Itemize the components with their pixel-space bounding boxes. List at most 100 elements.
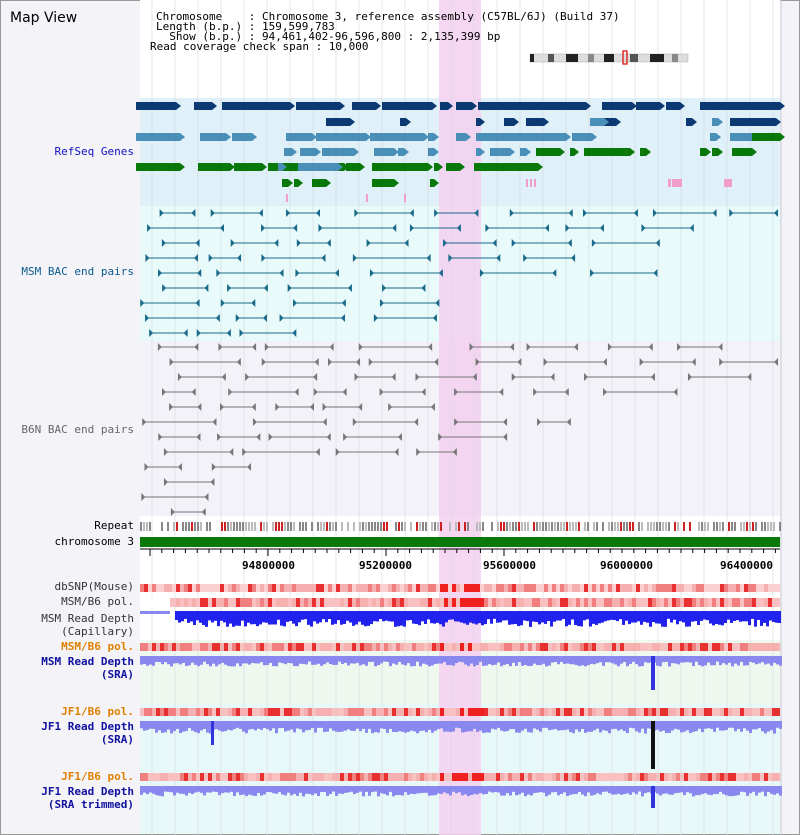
dbsnp-cell [204,584,208,592]
b6n-bac-pair-end [252,418,257,426]
label-capillary: (Capillary) [61,625,134,638]
label-b6n-bac[interactable]: B6N BAC end pairs [21,423,134,436]
jf1-pol-cell [500,708,504,716]
jf1-trimmed-depth-bar [356,786,359,793]
msm-pol-cell [684,643,688,651]
jf1-sra-depth-bar [593,721,596,731]
refseq-gene-arrow [718,148,723,156]
msm-pol-cell [360,598,364,607]
label-msm-b6-pol-2[interactable]: MSM/B6 pol. [61,640,134,653]
jf1-sra-depth-bar [581,721,584,729]
jf1-pol-cell [592,773,596,781]
b6n-bac-pair-end [315,448,320,456]
dbsnp-cell [564,584,568,592]
label-jf1-depth-sra[interactable]: JF1 Read Depth [41,720,134,733]
jf1-pol-cell [568,773,572,781]
jf1-sra-depth-bar [284,721,287,732]
capillary-depth-bar [211,611,214,623]
msm-sra-depth-bar [407,656,410,664]
msm-bac-pair-end [161,239,166,247]
capillary-depth-bar [265,611,268,623]
msm-sra-depth-bar [245,656,248,664]
jf1-pol-cell [548,708,552,716]
capillary-depth-bar [556,611,559,621]
msm-bac-pair-end [434,209,439,217]
jf1-pol-cell [188,773,192,781]
jf1-trimmed-depth-bar [548,786,551,795]
dbsnp-cell [252,584,256,592]
msm-sra-depth-bar [254,656,257,664]
jf1-pol-cell [360,773,364,781]
label-msm-depth-sra[interactable]: MSM Read Depth [41,655,134,668]
repeat-block [260,522,262,531]
jf1-pol-cell [396,708,400,716]
msm-sra-depth-bar [545,656,548,667]
label-chromosome: chromosome 3 [54,535,134,548]
label-msm-depth-capillary[interactable]: MSM Read Depth [41,612,134,625]
msm-pol-cell [636,643,640,651]
jf1-trimmed-depth-bar [638,786,641,792]
msm-sra-depth-bar [341,656,344,664]
jf1-pol-cell [776,708,780,716]
msm-pol-cell [316,598,320,607]
refseq-marker [724,179,732,187]
refseq-gene [374,148,394,156]
msm-pol-cell [332,643,336,651]
jf1-sra-depth-bar [713,721,716,732]
refseq-gene-arrow [514,118,519,126]
msm-sra-depth-bar [725,656,728,665]
capillary-depth-bar [676,611,679,625]
jf1-trimmed-depth-bar [332,786,335,792]
jf1-pol-cell [756,708,760,716]
repeat-block [482,522,484,531]
b6n-bac-pair-end [691,358,696,366]
repeat-block [569,522,571,531]
msm-sra-depth-bar [194,656,197,665]
jf1-pol-cell [644,708,648,716]
jf1-trimmed-depth-bar [587,786,590,793]
msm-sra-depth-bar [197,656,200,667]
refseq-gene [428,148,434,156]
repeat-block [197,522,199,531]
b6n-bac-pair-end [550,373,555,381]
label-repeat[interactable]: Repeat [94,519,134,532]
jf1-sra-depth-bar [524,721,527,729]
jf1-pol-cell [556,708,560,716]
jf1-pol-cell [236,773,240,781]
msm-pol-cell [744,598,748,607]
jf1-trimmed-depth-bar [140,786,143,795]
label-msm-b6-pol-1[interactable]: MSM/B6 pol. [61,595,134,608]
msm-bac-pair-end [258,209,263,217]
msm-bac-pair-end [235,314,240,322]
repeat-block [503,522,505,531]
b6n-bac-pair-end [503,418,508,426]
jf1-sra-depth-bar [509,721,512,730]
b6n-bac-pair-end [607,343,612,351]
jf1-trimmed-depth-bar [143,786,146,793]
msm-sra-depth-bar [431,656,434,666]
msm-pol-cell [776,643,780,651]
label-msm-bac[interactable]: MSM BAC end pairs [21,265,134,278]
label-jf1-b6-pol-2[interactable]: JF1/B6 pol. [61,770,134,783]
msm-sra-depth-bar [161,656,164,665]
refseq-marker [530,179,532,187]
b6n-bac-pair-end [309,403,314,411]
label-refseq-genes[interactable]: RefSeq Genes [54,145,134,158]
label-jf1-b6-pol-1[interactable]: JF1/B6 pol. [61,705,134,718]
msm-sra-depth-bar [218,656,221,665]
jf1-pol-cell [252,708,256,716]
jf1-trimmed-depth-bar [236,786,239,793]
msm-pol-cell [528,643,532,651]
jf1-pol-cell [252,773,256,781]
msm-bac-pair-end [404,239,409,247]
msm-pol-cell [720,643,724,651]
label-dbsnp[interactable]: dbSNP(Mouse) [54,580,134,593]
msm-sra-depth-bar [284,656,287,665]
jf1-sra-depth-bar [452,721,455,732]
label-jf1-depth-trimmed[interactable]: JF1 Read Depth [41,785,134,798]
refseq-gene [232,133,252,141]
refseq-gene [490,148,510,156]
msm-sra-depth-bar [719,656,722,666]
jf1-trimmed-depth-bar [266,786,269,792]
